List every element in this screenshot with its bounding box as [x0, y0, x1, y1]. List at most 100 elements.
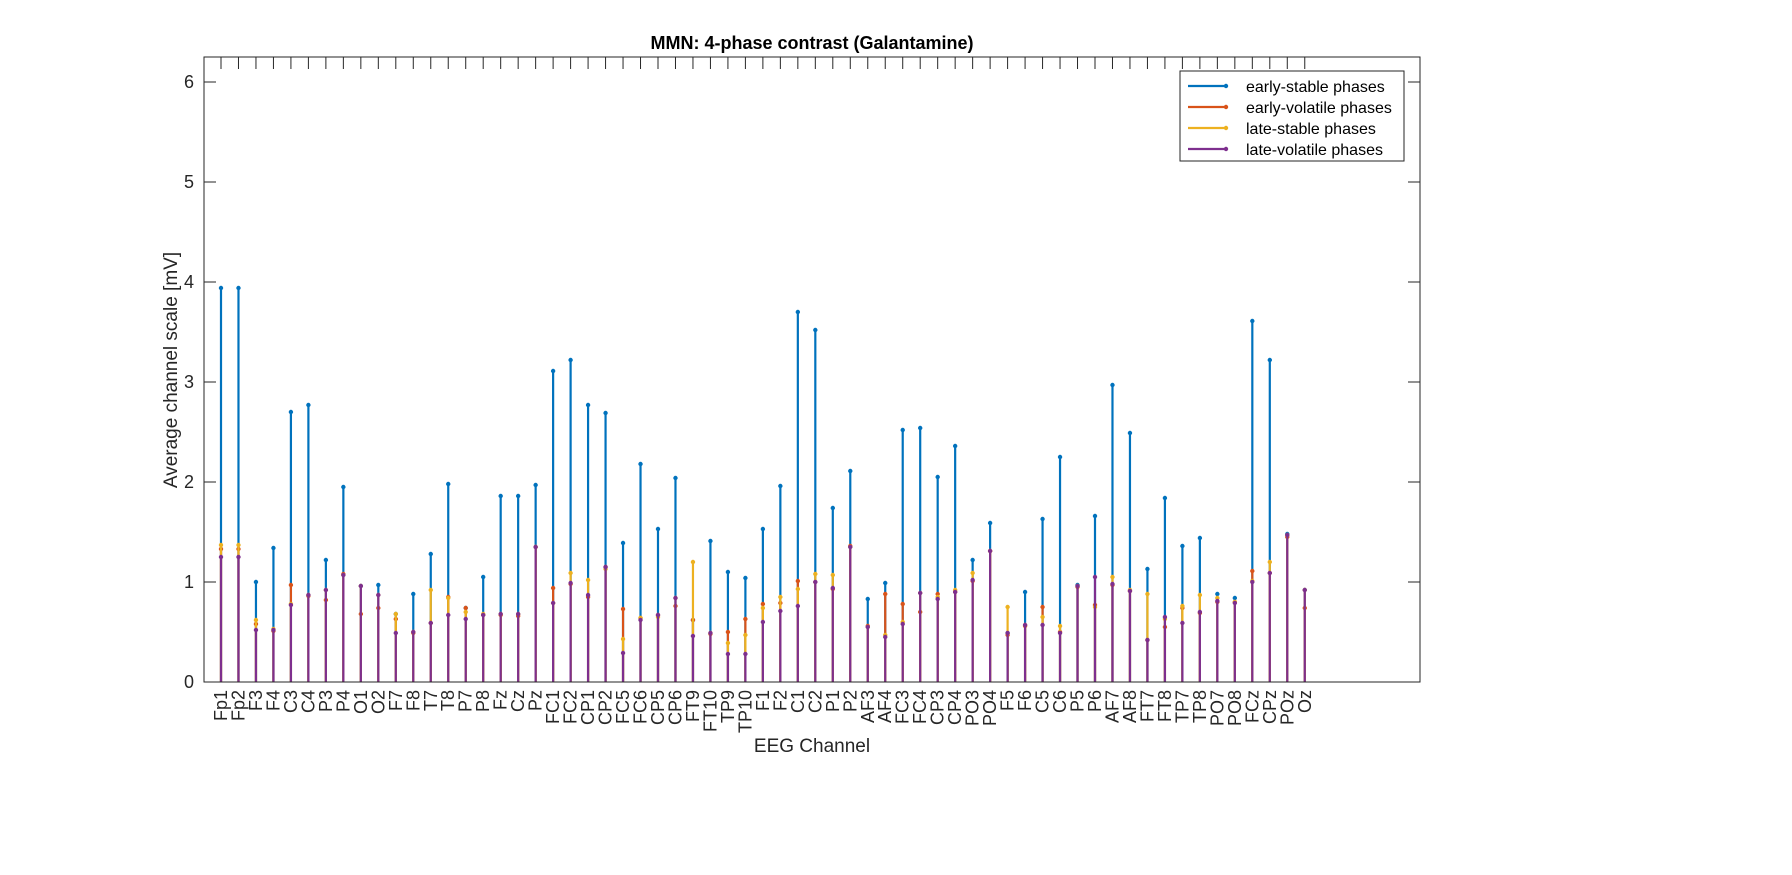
x-tick-label: Pz [526, 690, 546, 711]
stem-marker [463, 616, 468, 622]
stem-marker [1127, 588, 1133, 594]
stem-marker [673, 595, 678, 601]
x-tick-label: Fz [491, 690, 511, 710]
stem-marker [1162, 614, 1168, 620]
stem-marker [900, 621, 905, 627]
x-tick-label: TP9 [718, 690, 738, 723]
stem-marker [498, 493, 503, 499]
stem-marker [987, 548, 993, 554]
y-tick-label: 2 [184, 472, 194, 492]
stem-marker [515, 493, 521, 499]
stem-marker [952, 589, 958, 595]
stem-marker [987, 520, 993, 526]
stem-marker [725, 629, 731, 635]
y-tick-label: 5 [184, 172, 194, 192]
x-tick-label: P4 [333, 690, 353, 712]
stem-marker [1005, 630, 1010, 636]
x-tick-label: P6 [1085, 690, 1105, 712]
y-tick-label: 1 [184, 572, 194, 592]
stem-marker [428, 551, 433, 557]
x-tick-label: P3 [316, 690, 336, 712]
x-tick-label: C5 [1033, 690, 1053, 713]
stem-marker [1040, 516, 1045, 522]
x-axis-label: EEG Channel [754, 736, 870, 757]
stem-marker [1250, 579, 1255, 585]
stem-marker [218, 542, 224, 548]
x-tick-label: FC4 [910, 690, 930, 724]
stem-marker [463, 609, 468, 615]
chart-marks [218, 285, 1307, 682]
legend: early-stable phases early-volatile phases… [1179, 70, 1405, 162]
stem-marker [655, 612, 661, 618]
stem-marker [620, 650, 626, 656]
stem-marker [393, 630, 398, 636]
legend-swatch-marker [1223, 146, 1229, 152]
stem-marker [743, 616, 748, 622]
stem-marker [1145, 591, 1150, 597]
stem-marker [778, 608, 783, 614]
x-tick-label: FT9 [683, 690, 703, 722]
x-tick-label: F5 [998, 690, 1018, 711]
x-tick-label: AF7 [1102, 690, 1122, 723]
legend-swatch-marker [1223, 104, 1229, 110]
x-tick-label: P7 [456, 690, 476, 712]
stem-marker [1267, 570, 1273, 576]
stem-marker [1180, 603, 1185, 609]
y-tick-label: 4 [184, 272, 194, 292]
x-tick-label: C1 [788, 690, 808, 713]
x-tick-label: FC3 [893, 690, 913, 724]
stem-marker [393, 611, 398, 617]
stem-marker [778, 594, 783, 600]
x-tick-label: Oz [1295, 690, 1315, 713]
stem-marker [918, 425, 923, 431]
stem-marker [1250, 568, 1255, 574]
chart-title: MMN: 4-phase contrast (Galantamine) [650, 33, 973, 53]
stem-marker [795, 578, 801, 584]
stem-marker [1250, 318, 1255, 324]
stem-marker [306, 402, 311, 408]
x-tick-label: F8 [403, 690, 423, 711]
legend-swatch-marker [1223, 125, 1229, 131]
stem-marker [813, 571, 818, 577]
stem-marker [1127, 430, 1133, 436]
stem-marker [236, 554, 241, 560]
stem-marker [428, 620, 433, 626]
x-tick-label: FT7 [1137, 690, 1157, 722]
stem-marker [638, 617, 643, 623]
stem-marker [481, 574, 486, 580]
stem-marker [760, 619, 766, 625]
stem-marker [1302, 587, 1307, 593]
stem-marker [1110, 382, 1115, 388]
stem-marker [970, 557, 975, 563]
stem-marker [358, 583, 364, 589]
stem-marker [1215, 598, 1220, 604]
stem-marker [1197, 592, 1203, 598]
stem-marker [935, 474, 940, 480]
stem-marker [323, 557, 329, 563]
y-tick-label: 0 [184, 672, 194, 692]
x-tick-label: Fp1 [211, 690, 231, 721]
stem-marker [620, 540, 626, 546]
stem-marker [725, 569, 731, 575]
legend-entry: late-stable phases [1246, 121, 1376, 138]
stem-marker [253, 579, 259, 585]
x-tick-label: F4 [263, 690, 283, 711]
x-tick-label: T7 [421, 690, 441, 711]
stem-marker [1075, 583, 1080, 589]
x-tick-label: O1 [351, 690, 371, 714]
stem-marker [830, 572, 835, 578]
x-tick-label: F2 [770, 690, 790, 711]
stem-marker [1057, 623, 1063, 629]
stem-marker [1285, 532, 1290, 538]
stem-marker [848, 544, 853, 550]
stem-marker [1022, 622, 1028, 628]
stem-marker [778, 483, 783, 489]
stem-marker [918, 590, 923, 596]
stem-marker [1197, 609, 1203, 615]
x-tick-label: F7 [386, 690, 406, 711]
x-tick-label: AF8 [1120, 690, 1140, 723]
x-tick-label: P2 [840, 690, 860, 712]
stem-marker [271, 627, 276, 633]
x-tick-label: C6 [1050, 690, 1070, 713]
stem-marker [585, 577, 591, 583]
